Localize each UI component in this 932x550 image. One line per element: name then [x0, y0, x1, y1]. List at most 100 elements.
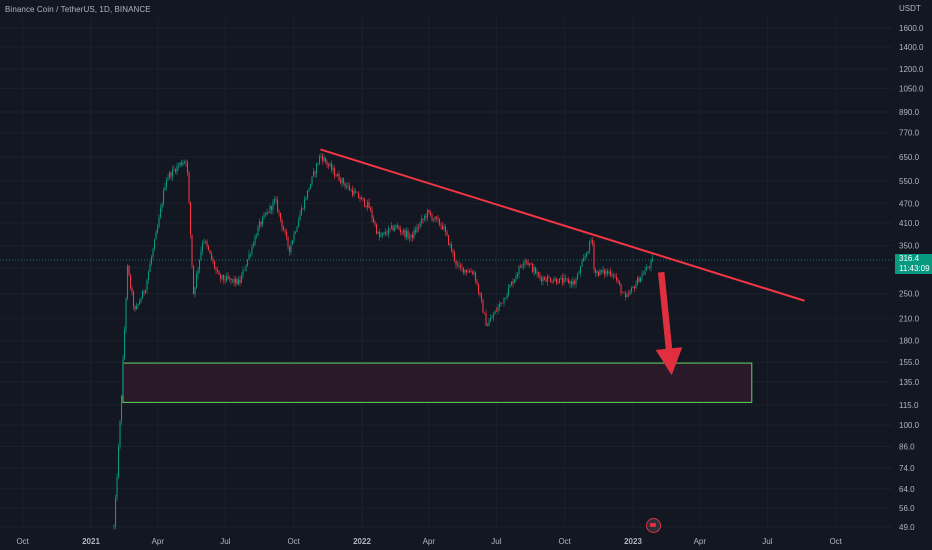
candle-body	[284, 230, 286, 232]
candle-body	[218, 271, 220, 275]
candle-body	[278, 211, 280, 213]
candle-body	[303, 199, 306, 209]
candle-body	[128, 265, 130, 276]
candle-body	[252, 244, 255, 247]
candle-body	[518, 266, 520, 275]
candle-body	[623, 292, 625, 294]
candle-body	[411, 234, 414, 238]
candle-body	[120, 395, 123, 422]
candle-body	[564, 277, 567, 279]
candle-body	[528, 263, 531, 265]
candle-body	[300, 208, 303, 215]
candle-body	[125, 298, 127, 330]
candle-body	[143, 291, 145, 293]
candle-body	[620, 284, 622, 293]
current-price-badge: 316.4 11:43:09	[895, 254, 932, 274]
candle-body	[201, 242, 204, 251]
tradingview-logo-icon[interactable]	[646, 518, 661, 533]
candle-body	[167, 177, 169, 180]
candle-body	[296, 226, 298, 232]
candle-body	[227, 276, 229, 279]
candle-body	[437, 218, 439, 220]
candle-body	[506, 294, 508, 299]
candle-body	[647, 267, 649, 268]
candle-body	[198, 259, 201, 270]
candle-body	[419, 223, 421, 228]
candle-body	[371, 209, 373, 218]
candle-body	[626, 294, 628, 298]
candle-body	[635, 284, 637, 289]
candle-body	[239, 279, 241, 283]
price-tick-label: 550.0	[899, 177, 920, 186]
candle-body	[435, 216, 438, 219]
candle-body	[290, 244, 292, 252]
candle-body	[608, 271, 610, 274]
candle-body	[345, 186, 348, 187]
time-tick-label: Apr	[152, 537, 165, 546]
candle-body	[212, 259, 214, 262]
candle-body	[413, 230, 415, 238]
price-tick-label: 210.0	[899, 315, 920, 324]
candle-body	[260, 221, 262, 225]
time-tick-label: Jul	[220, 537, 230, 546]
candle-body	[630, 287, 633, 292]
price-tick-label: 56.0	[899, 504, 915, 513]
candle-body	[207, 246, 210, 251]
price-tick-label: 470.0	[899, 199, 920, 208]
candle-body	[524, 260, 526, 264]
candle-body	[332, 168, 334, 170]
candle-body	[306, 190, 309, 199]
candle-body	[527, 261, 529, 265]
candle-body	[362, 197, 364, 199]
candle-body	[164, 186, 166, 191]
candle-body	[255, 235, 258, 237]
candle-body	[599, 270, 601, 276]
candle-body	[450, 244, 453, 252]
candle-body	[242, 270, 244, 276]
candle-body	[495, 310, 498, 312]
candle-body	[156, 226, 159, 233]
candle-body	[585, 253, 588, 257]
candle-body	[465, 269, 468, 273]
candle-body	[422, 218, 424, 220]
candle-body	[588, 241, 591, 252]
down-arrow-annotation	[655, 271, 683, 376]
price-tick-label: 115.0	[899, 401, 919, 410]
candle-body	[222, 275, 225, 280]
candle-body	[576, 274, 579, 280]
candle-body	[189, 202, 192, 235]
candle-body	[542, 277, 544, 282]
candle-body	[602, 269, 604, 272]
candle-body	[477, 284, 480, 293]
candle-body	[266, 211, 268, 215]
price-tick-label: 650.0	[899, 153, 920, 162]
candle-body	[431, 215, 433, 220]
candle-body	[378, 232, 381, 237]
candle-body	[363, 198, 366, 207]
candle-body	[399, 229, 402, 232]
time-tick-label: 2021	[82, 537, 100, 546]
candle-body	[381, 233, 384, 236]
candle-body	[405, 230, 408, 237]
candle-body	[497, 307, 499, 312]
support-zone-layer	[122, 362, 753, 403]
price-tick-label: 49.0	[899, 523, 915, 532]
candle-body	[552, 280, 555, 283]
candle-body	[249, 253, 252, 255]
candle-body	[135, 305, 138, 310]
candle-body	[116, 477, 118, 498]
candle-body	[318, 156, 321, 164]
candle-body	[627, 294, 630, 296]
candle-body	[456, 264, 459, 266]
candle-body	[596, 271, 598, 273]
candle-body	[629, 291, 631, 295]
candle-body	[491, 317, 493, 319]
candle-body	[330, 164, 333, 170]
price-tick-label: 1200.0	[899, 65, 924, 74]
candle-body	[257, 226, 259, 236]
candle-body	[545, 279, 547, 282]
candle-body	[404, 229, 406, 237]
candle-body	[641, 273, 643, 278]
candle-body	[171, 169, 174, 177]
